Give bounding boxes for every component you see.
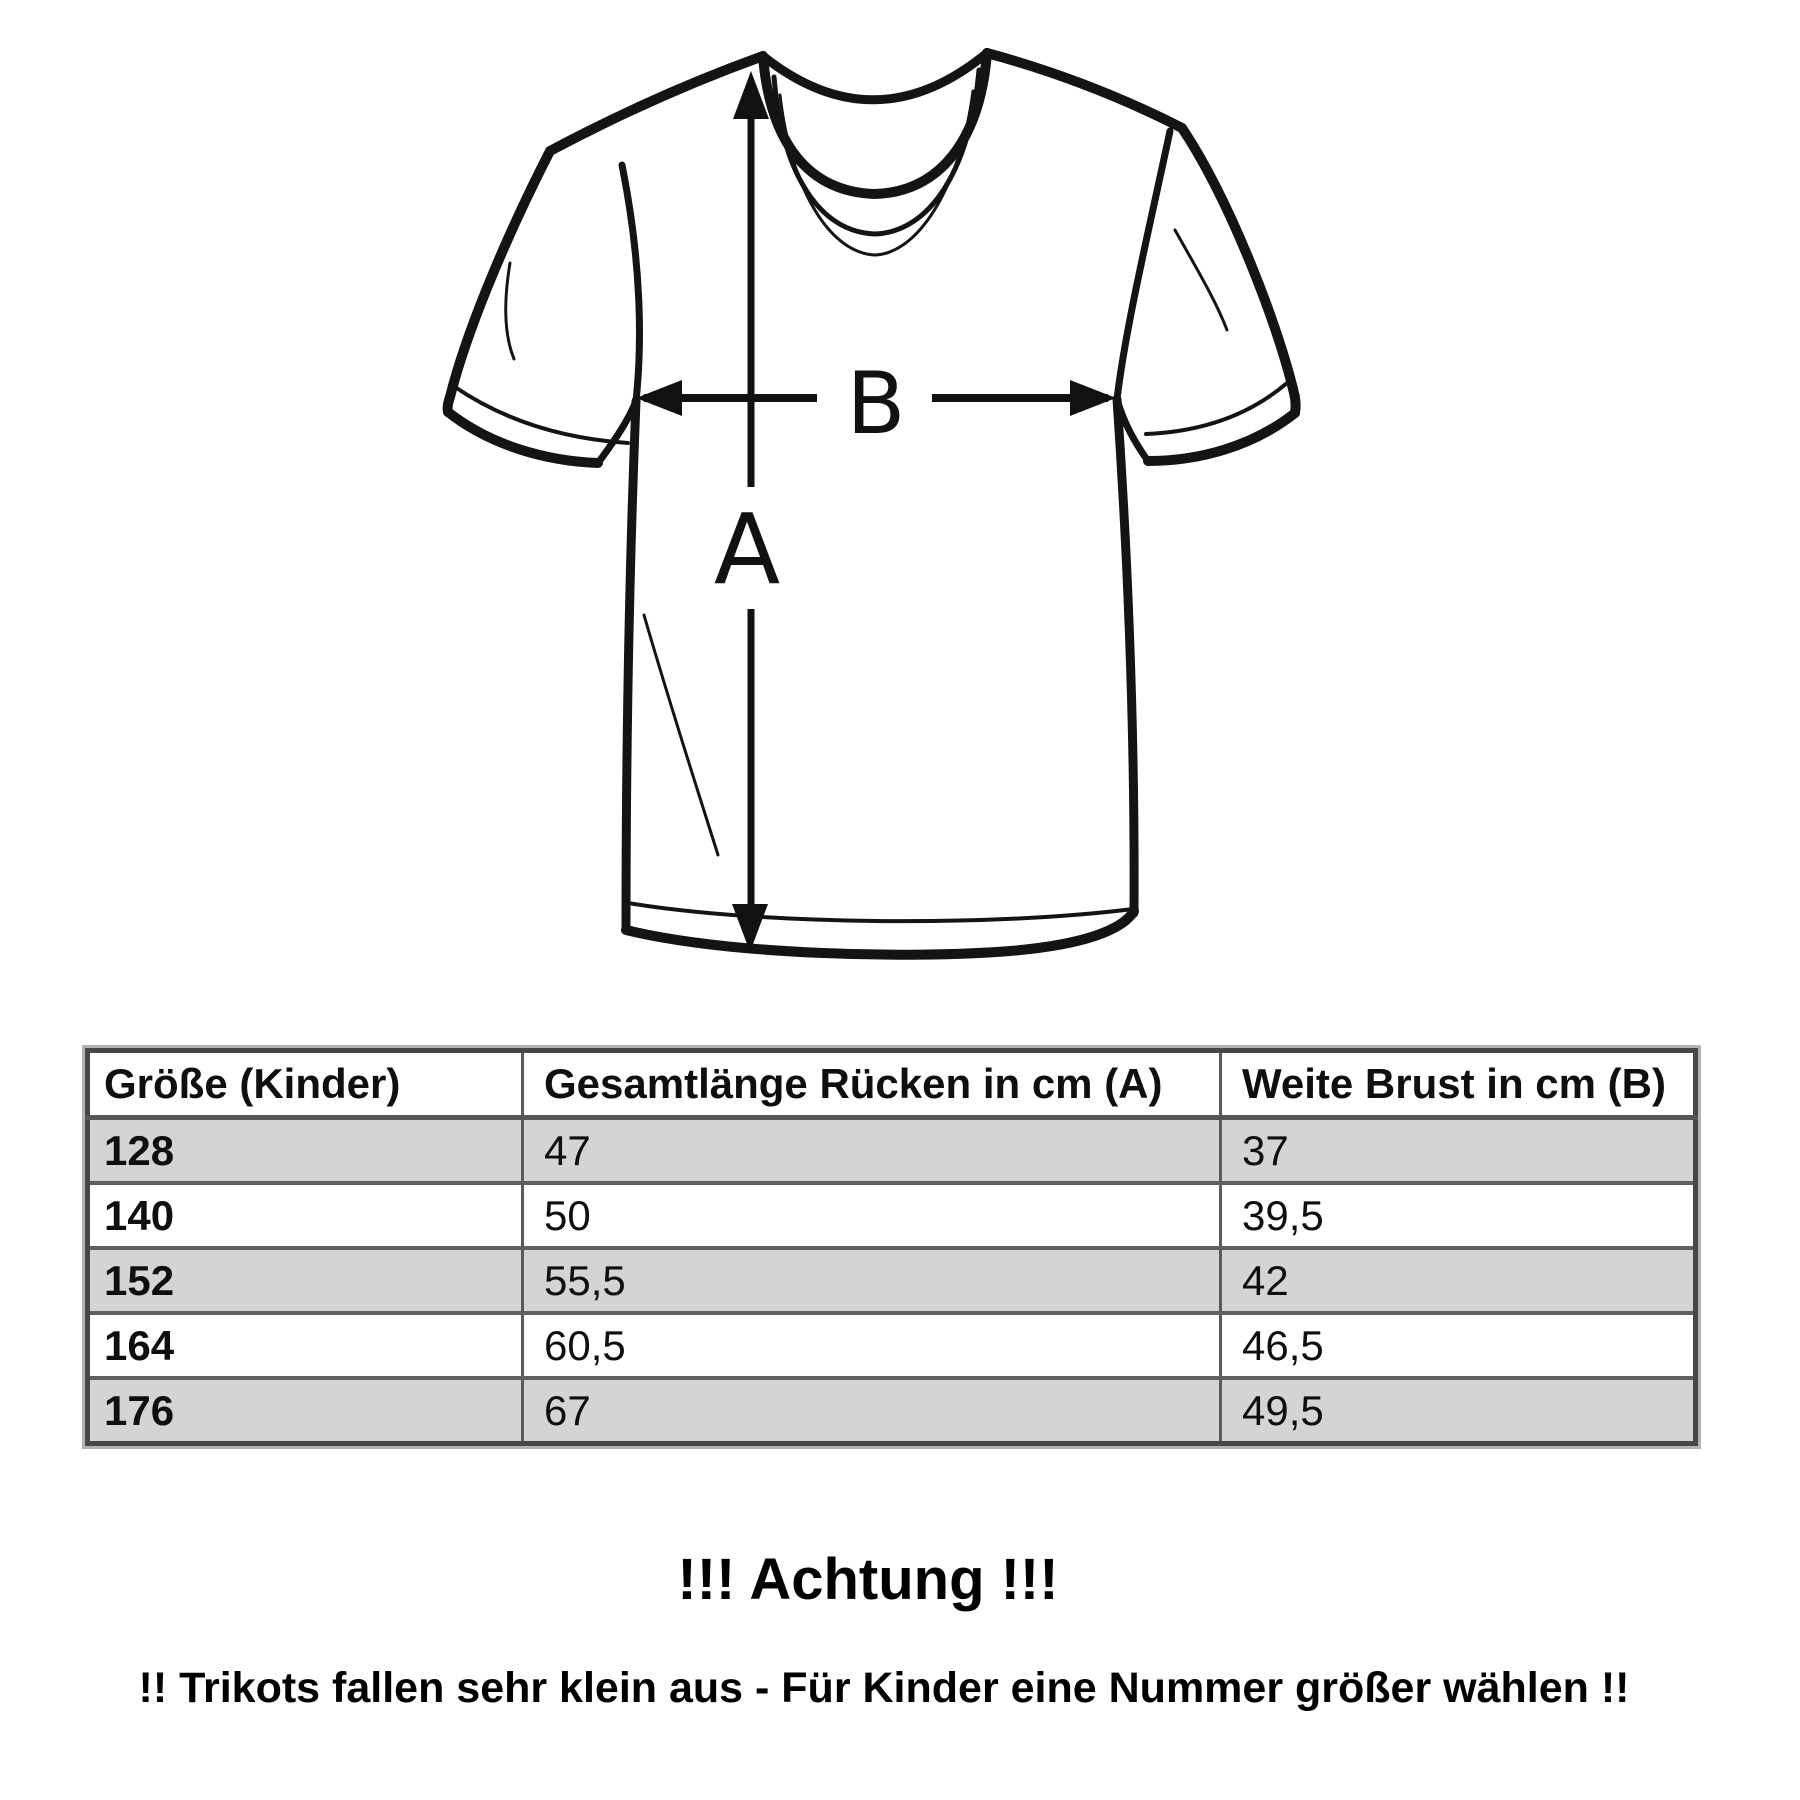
- left-sleeve-seam: [618, 161, 643, 405]
- length-cell: 60,5: [521, 1311, 1222, 1378]
- chest-cell: 42: [1219, 1246, 1697, 1313]
- header-size: Größe (Kinder): [86, 1050, 524, 1120]
- size-cell: 152: [86, 1246, 524, 1313]
- right-sleeve-outer: [1177, 123, 1301, 418]
- table-row: 152 55,5 42: [86, 1246, 1697, 1313]
- warning-text: !! Trikots fallen sehr klein aus - Für K…: [138, 1664, 1630, 1712]
- right-sleeve-fold: [1173, 228, 1229, 332]
- size-table: Größe (Kinder) Gesamtlänge Rücken in cm …: [82, 1045, 1701, 1449]
- table-row: 140 50 39,5: [86, 1181, 1697, 1248]
- chest-cell: 39,5: [1219, 1181, 1697, 1248]
- arrow-left-icon: [636, 380, 682, 416]
- header-back-length: Gesamtlänge Rücken in cm (A): [521, 1050, 1222, 1120]
- collar-rib-line: [771, 67, 982, 237]
- size-cell: 140: [86, 1181, 524, 1248]
- body-wrinkle-line: [642, 613, 720, 857]
- left-cuff-top-line: [453, 385, 630, 445]
- right-cuff-bottom: [1143, 408, 1300, 466]
- body-right-edge: [1112, 394, 1139, 918]
- table-row: 176 67 49,5: [86, 1376, 1697, 1444]
- size-cell: 128: [86, 1117, 524, 1183]
- right-cuff-top-line: [1144, 381, 1289, 436]
- chest-cell: 49,5: [1219, 1376, 1697, 1444]
- tshirt-outline: [442, 48, 1301, 960]
- hem-top-line: [626, 901, 1135, 924]
- measure-b-arrow: B: [636, 354, 1116, 454]
- arrow-right-icon: [1070, 380, 1116, 416]
- chest-cell: 37: [1219, 1117, 1697, 1183]
- collar-seam-line: [778, 89, 975, 257]
- left-shoulder: [545, 51, 768, 156]
- table-row: 164 60,5 46,5: [86, 1311, 1697, 1378]
- length-cell: 47: [521, 1117, 1222, 1183]
- arrow-up-icon: [733, 71, 769, 119]
- length-cell: 55,5: [521, 1246, 1222, 1313]
- table-row: 128 47 37: [86, 1117, 1697, 1183]
- measure-a-arrow: A: [714, 71, 780, 952]
- length-cell: 50: [521, 1181, 1222, 1248]
- tshirt-drawing: A B: [442, 48, 1301, 960]
- attention-heading: !!! Achtung !!!: [677, 1547, 1059, 1612]
- measure-b-label: B: [847, 354, 906, 454]
- right-shoulder: [982, 48, 1187, 133]
- measure-a-label: A: [714, 493, 780, 606]
- header-chest-width: Weite Brust in cm (B): [1219, 1050, 1697, 1120]
- right-sleeve-seam: [1113, 127, 1174, 403]
- tshirt-size-diagram: A B: [430, 25, 1320, 1000]
- left-sleeve-fold: [504, 261, 516, 361]
- body-left-edge: [621, 396, 641, 935]
- collar-back-line: [758, 48, 992, 105]
- size-cell: 176: [86, 1376, 524, 1444]
- left-sleeve-outer: [442, 146, 555, 417]
- arrow-down-icon: [732, 904, 768, 952]
- size-cell: 164: [86, 1311, 524, 1378]
- length-cell: 67: [521, 1376, 1222, 1444]
- hem-bottom-line: [621, 906, 1139, 960]
- chest-cell: 46,5: [1219, 1311, 1697, 1378]
- left-cuff-bottom: [443, 407, 603, 468]
- size-table-header-row: Größe (Kinder) Gesamtlänge Rücken in cm …: [86, 1050, 1697, 1120]
